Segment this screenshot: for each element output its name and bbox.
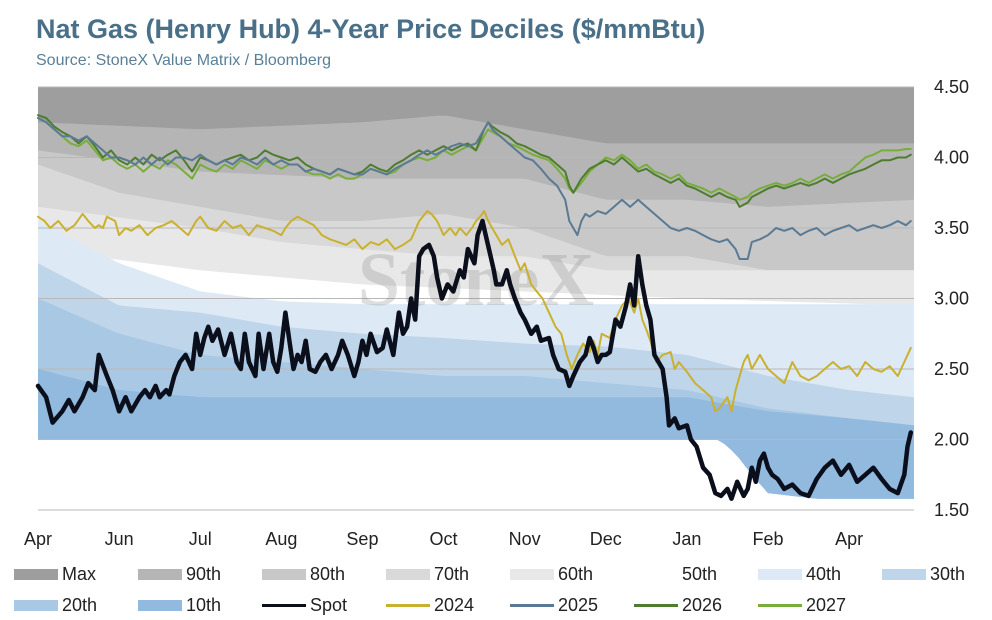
legend-label: Max [62, 563, 97, 584]
legend-label: 2027 [806, 594, 847, 615]
legend-swatch [634, 603, 678, 607]
y-tick-label: 3.00 [934, 289, 969, 309]
legend-swatch [758, 603, 802, 607]
y-tick-label: 2.00 [934, 430, 969, 450]
chart-title: Nat Gas (Henry Hub) 4-Year Price Deciles… [36, 14, 706, 44]
legend-label: 60th [558, 563, 594, 584]
legend-item-90th: 90th [138, 562, 221, 586]
legend-item-2025: 2025 [510, 593, 598, 617]
x-tick-label: Apr [835, 529, 863, 549]
x-tick-label: Apr [24, 529, 52, 549]
legend-swatch [262, 568, 306, 580]
legend-item-70th: 70th [386, 562, 469, 586]
legend-item-80th: 80th [262, 562, 345, 586]
x-tick-label: Aug [265, 529, 297, 549]
series-line-2027 [37, 117, 912, 201]
legend-label: 2024 [434, 594, 475, 615]
legend-swatch [386, 568, 430, 580]
legend-swatch [262, 603, 306, 607]
series-line-2024 [37, 210, 912, 413]
y-tick-label: 4.50 [934, 77, 969, 97]
legend-item-10th: 10th [138, 593, 221, 617]
legend-swatch [138, 568, 182, 580]
chart-subtitle: Source: StoneX Value Matrix / Bloomberg [36, 52, 331, 69]
series-line-spot [35, 218, 914, 501]
legend-item-20th: 20th [14, 593, 97, 617]
x-axis: Apr Jun Jul Aug Sep Oct Nov Dec Jan Feb Apr [24, 529, 863, 549]
legend-swatch [634, 568, 678, 580]
series-line-2025 [37, 117, 912, 260]
legend-label: 90th [186, 563, 222, 584]
y-tick-label: 2.50 [934, 359, 969, 379]
legend-label: 80th [310, 563, 346, 584]
legend-item-spot: Spot [262, 593, 347, 617]
x-tick-label: Jul [189, 529, 212, 549]
x-tick-label: Oct [430, 529, 458, 549]
y-tick-label: 3.50 [934, 218, 969, 238]
series-lines [35, 114, 914, 501]
legend-label: 20th [62, 594, 98, 615]
legend-item-2024: 2024 [386, 593, 474, 617]
legend-label: 2026 [682, 594, 723, 615]
legend-swatch [510, 603, 554, 607]
legend-swatch [138, 599, 182, 611]
x-tick-label: Jan [672, 529, 701, 549]
y-axis: 4.50 4.00 3.50 3.00 2.50 2.00 1.50 [934, 77, 969, 520]
legend-label: 2025 [558, 594, 599, 615]
band-10th [38, 369, 914, 499]
legend-item-30th: 30th [882, 562, 965, 586]
legend-item-max: Max [14, 562, 96, 586]
legend-label: 10th [186, 594, 222, 615]
y-tick-label: 4.00 [934, 148, 969, 168]
legend-swatch [758, 568, 802, 580]
legend-swatch [386, 603, 430, 607]
legend-item-60th: 60th [510, 562, 593, 586]
legend-label: 30th [930, 563, 966, 584]
chart-plot: StoneX 4.504.003.503.002.502.001.50 Apr J… [24, 77, 969, 549]
legend-item-2026: 2026 [634, 593, 722, 617]
legend-label: 70th [434, 563, 470, 584]
x-tick-label: Jun [105, 529, 134, 549]
x-tick-label: Nov [509, 529, 541, 549]
x-tick-label: Sep [346, 529, 378, 549]
x-tick-label: Feb [752, 529, 783, 549]
legend-label: 50th [682, 563, 718, 584]
legend-label: Spot [310, 594, 348, 615]
legend-label: 40th [806, 563, 842, 584]
legend-item-2027: 2027 [758, 593, 846, 617]
legend-swatch [14, 599, 58, 611]
y-tick-label: 1.50 [934, 500, 969, 520]
legend-swatch [882, 568, 926, 580]
legend-item-50th: 50th [634, 562, 717, 586]
x-tick-label: Dec [590, 529, 622, 549]
decile-bands [38, 87, 914, 499]
legend-item-40th: 40th [758, 562, 841, 586]
legend-swatch [510, 568, 554, 580]
legend-swatch [14, 568, 58, 580]
